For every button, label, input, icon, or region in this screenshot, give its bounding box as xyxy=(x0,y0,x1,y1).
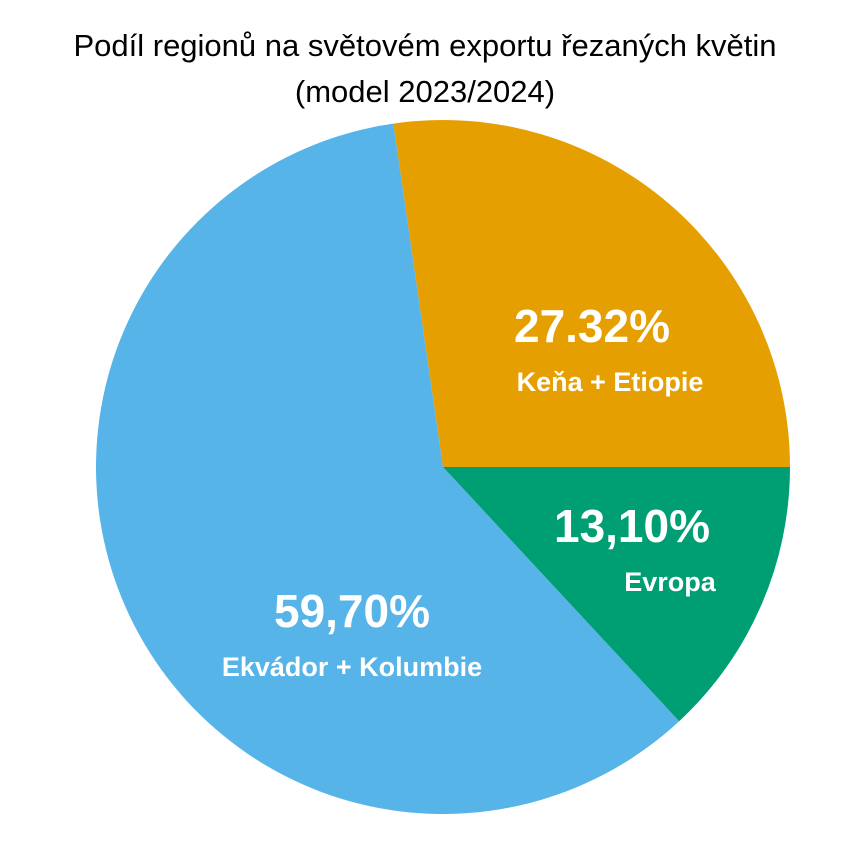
category-label: Keňa + Etiopie xyxy=(517,367,704,397)
category-label: Evropa xyxy=(624,567,717,597)
pie-slice xyxy=(95,123,680,815)
category-label: Ekvádor + Kolumbie xyxy=(222,652,482,682)
value-label: 27.32% xyxy=(514,300,670,352)
pie-slice xyxy=(443,467,790,722)
chart-title: Podíl regionů na světovém exportu řezaný… xyxy=(73,28,776,63)
value-label: 13,10% xyxy=(554,500,710,552)
value-label: 59,70% xyxy=(274,585,430,637)
chart-subtitle: (model 2023/2024) xyxy=(295,74,555,109)
pie-slice xyxy=(393,120,790,467)
